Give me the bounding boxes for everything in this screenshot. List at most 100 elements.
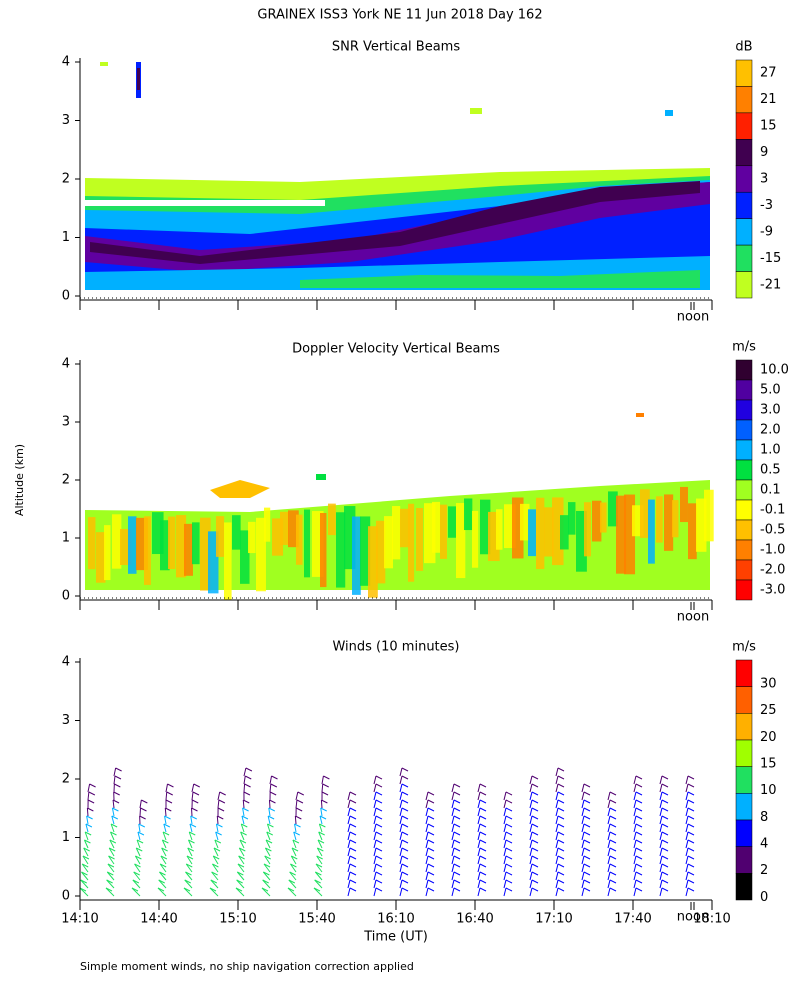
barb <box>374 848 376 856</box>
panel-title: Winds (10 minutes) <box>332 640 459 655</box>
barb <box>400 888 402 896</box>
barb <box>584 856 590 859</box>
barb <box>400 864 402 872</box>
barb <box>506 832 512 835</box>
y-tick-label: 0 <box>62 589 70 604</box>
barb <box>634 824 636 832</box>
field-cell <box>376 521 385 584</box>
barb <box>688 808 694 811</box>
barb <box>452 864 454 872</box>
colorbar-box <box>736 560 752 580</box>
barb <box>506 816 512 819</box>
field-cell <box>184 524 193 576</box>
barb <box>315 880 322 888</box>
barb <box>271 784 277 787</box>
barb <box>400 832 402 840</box>
barb <box>584 872 590 875</box>
barb <box>454 824 460 827</box>
barb <box>454 784 460 787</box>
colorbar-tick-label: 0.1 <box>760 483 781 498</box>
barb <box>350 856 356 859</box>
barb <box>348 872 350 880</box>
barb <box>219 800 225 803</box>
barb <box>662 792 668 795</box>
barb <box>636 888 642 891</box>
barb <box>478 840 480 848</box>
field-cell <box>192 522 200 564</box>
barb <box>610 816 616 819</box>
barb <box>686 840 688 848</box>
barb <box>376 840 382 843</box>
barb <box>376 880 382 883</box>
barb <box>323 776 329 779</box>
barb <box>218 792 220 800</box>
barb <box>323 784 329 787</box>
y-tick-label: 3 <box>62 713 70 728</box>
barb <box>686 864 688 872</box>
barb <box>608 808 610 816</box>
barb <box>210 888 218 896</box>
barb <box>530 824 532 832</box>
barb <box>660 856 662 864</box>
barb <box>688 856 694 859</box>
barb <box>556 776 558 784</box>
barb <box>480 888 486 891</box>
barb <box>582 816 584 824</box>
barb <box>506 840 512 843</box>
barb <box>610 800 616 803</box>
barb <box>686 808 688 816</box>
barb <box>243 808 244 816</box>
barb <box>116 768 122 771</box>
field-cell <box>392 506 400 559</box>
barb <box>686 888 688 896</box>
field-cell <box>704 490 714 542</box>
colorbar-tick-label: 20 <box>760 730 777 745</box>
barb <box>402 872 408 875</box>
barb <box>480 832 486 835</box>
barb <box>688 824 694 827</box>
barb <box>350 808 356 811</box>
barb <box>478 816 480 824</box>
barb <box>269 808 270 816</box>
barb <box>348 808 350 816</box>
barb <box>374 872 376 880</box>
colorbar-box <box>736 113 752 139</box>
colorbar-tick-label: 25 <box>760 703 777 718</box>
barb <box>480 872 486 875</box>
barb <box>246 768 252 771</box>
barb <box>374 880 376 888</box>
barb <box>556 856 558 864</box>
barb <box>88 800 94 803</box>
barb <box>141 800 147 803</box>
barb <box>376 848 382 851</box>
barb <box>686 792 688 800</box>
barb <box>348 840 350 848</box>
barb <box>504 880 506 888</box>
y-tick-label: 3 <box>62 113 70 128</box>
barb <box>350 864 356 867</box>
barb <box>220 792 226 795</box>
barb <box>532 864 538 867</box>
barb <box>608 792 610 800</box>
barb <box>402 864 408 867</box>
barb <box>556 808 558 816</box>
barb <box>662 816 668 819</box>
barb <box>132 888 140 896</box>
barb <box>167 792 173 795</box>
barb <box>582 872 584 880</box>
colorbar-tick-label: 15 <box>760 757 777 772</box>
barb <box>113 800 114 808</box>
barb <box>608 888 610 896</box>
y-tick-label: 3 <box>62 415 70 430</box>
barb <box>556 888 558 896</box>
barb <box>610 832 616 835</box>
barb <box>556 784 558 792</box>
barb <box>114 792 120 795</box>
barb <box>296 808 302 811</box>
barb <box>374 784 376 792</box>
barb <box>139 824 140 832</box>
barb <box>558 848 564 851</box>
colorbar-tick-label: 3 <box>760 172 768 187</box>
barb <box>558 808 564 811</box>
colorbar-tick-label: -15 <box>760 251 781 266</box>
